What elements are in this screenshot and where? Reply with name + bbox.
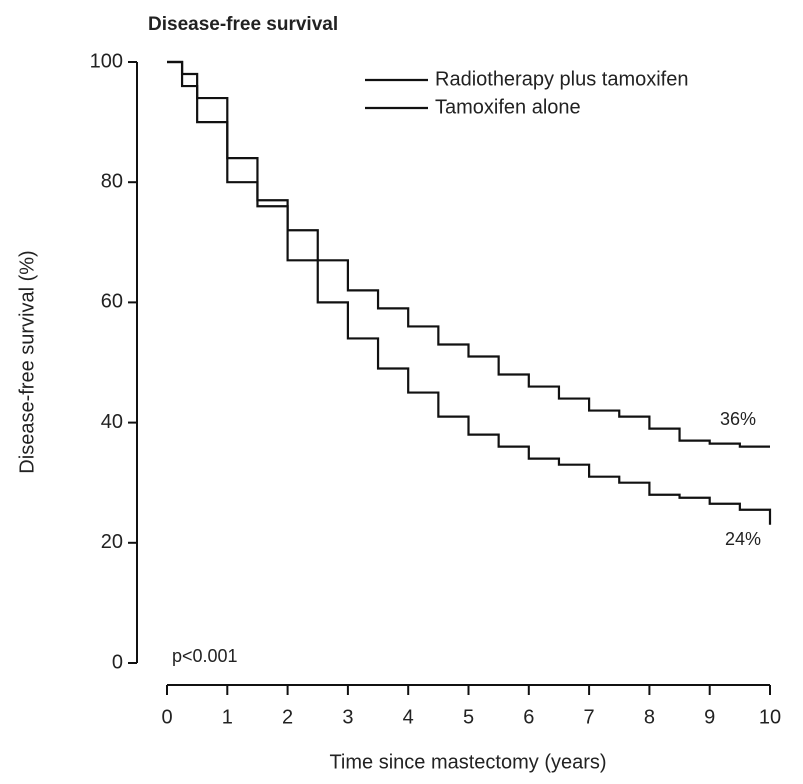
annotation: 36% — [720, 409, 756, 429]
y-tick-label: 80 — [101, 170, 123, 192]
y-tick-label: 20 — [101, 531, 123, 553]
chart-title: Disease-free survival — [148, 14, 338, 35]
y-axis-label: Disease-free survival (%) — [16, 250, 38, 473]
x-axis-label: Time since mastectomy (years) — [329, 751, 606, 773]
survival-curve — [167, 60, 772, 525]
x-tick-label: 1 — [222, 706, 233, 728]
survival-curve — [167, 60, 770, 448]
x-tick-label: 3 — [342, 706, 353, 728]
y-tick-label: 40 — [101, 411, 123, 433]
legend-label: Tamoxifen alone — [435, 96, 581, 118]
annotation: p<0.001 — [172, 646, 238, 666]
x-tick-label: 7 — [584, 706, 595, 728]
x-tick-label: 5 — [463, 706, 474, 728]
x-tick-label: 0 — [161, 706, 172, 728]
x-tick-label: 9 — [704, 706, 715, 728]
x-tick-label: 10 — [759, 706, 781, 728]
legend-label: Radiotherapy plus tamoxifen — [435, 68, 688, 90]
x-tick-label: 2 — [282, 706, 293, 728]
annotation: 24% — [725, 529, 761, 549]
y-tick-label: 100 — [90, 50, 123, 72]
y-tick-label: 0 — [112, 651, 123, 673]
y-tick-label: 60 — [101, 291, 123, 313]
x-tick-label: 6 — [523, 706, 534, 728]
x-tick-label: 8 — [644, 706, 655, 728]
x-tick-label: 4 — [403, 706, 414, 728]
